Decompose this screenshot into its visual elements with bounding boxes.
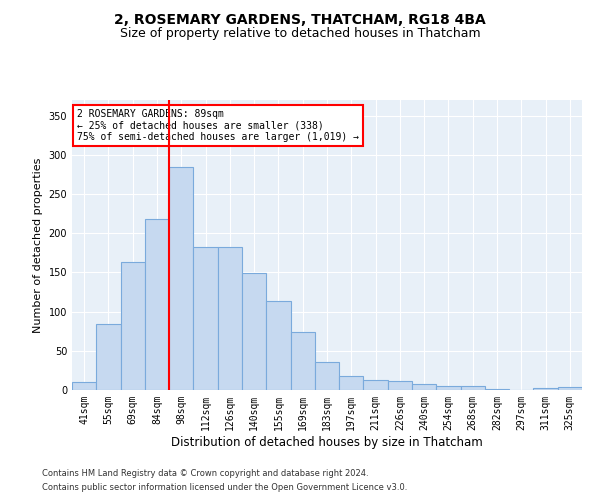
Text: Contains public sector information licensed under the Open Government Licence v3: Contains public sector information licen… — [42, 484, 407, 492]
Bar — [388, 382, 412, 390]
Text: 2, ROSEMARY GARDENS, THATCHAM, RG18 4BA: 2, ROSEMARY GARDENS, THATCHAM, RG18 4BA — [114, 12, 486, 26]
Bar — [533, 388, 558, 390]
Bar — [339, 376, 364, 390]
Text: 2 ROSEMARY GARDENS: 89sqm
← 25% of detached houses are smaller (338)
75% of semi: 2 ROSEMARY GARDENS: 89sqm ← 25% of detac… — [77, 108, 359, 142]
Bar — [169, 166, 193, 390]
Bar — [558, 387, 582, 390]
Y-axis label: Number of detached properties: Number of detached properties — [33, 158, 43, 332]
Bar — [436, 386, 461, 390]
Bar — [364, 380, 388, 390]
Bar — [121, 262, 145, 390]
Bar — [485, 389, 509, 390]
Bar — [242, 273, 266, 390]
Bar — [290, 332, 315, 390]
Text: Contains HM Land Registry data © Crown copyright and database right 2024.: Contains HM Land Registry data © Crown c… — [42, 468, 368, 477]
X-axis label: Distribution of detached houses by size in Thatcham: Distribution of detached houses by size … — [171, 436, 483, 448]
Bar — [461, 386, 485, 390]
Bar — [72, 382, 96, 390]
Text: Size of property relative to detached houses in Thatcham: Size of property relative to detached ho… — [119, 28, 481, 40]
Bar — [145, 219, 169, 390]
Bar — [266, 302, 290, 390]
Bar — [96, 324, 121, 390]
Bar — [315, 362, 339, 390]
Bar — [193, 246, 218, 390]
Bar — [218, 246, 242, 390]
Bar — [412, 384, 436, 390]
